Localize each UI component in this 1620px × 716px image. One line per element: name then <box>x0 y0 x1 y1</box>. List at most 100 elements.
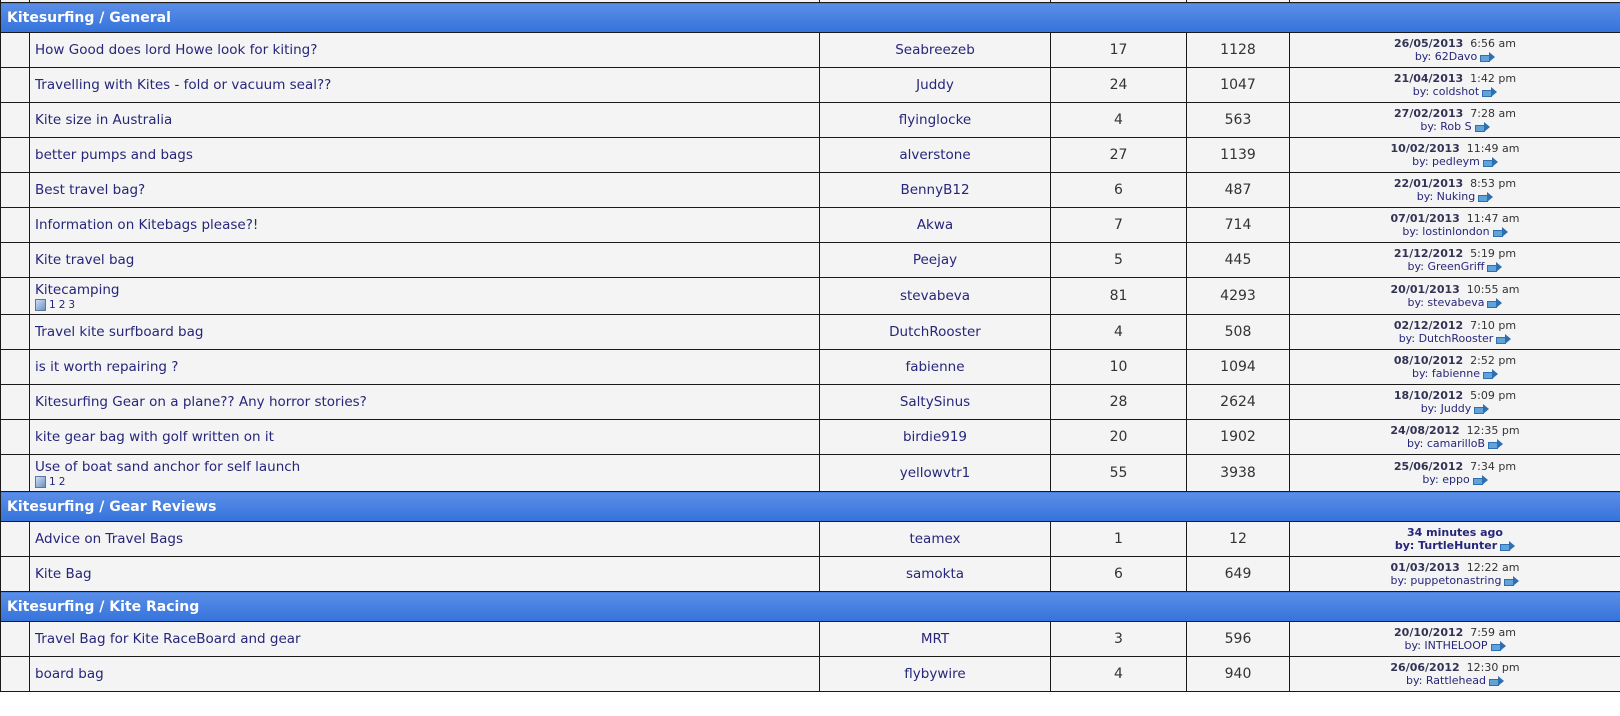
topic-link[interactable]: Use of boat sand anchor for self launch <box>35 458 301 475</box>
last-post-author[interactable]: by: puppetonastring <box>1390 574 1502 587</box>
go-to-last-post-icon[interactable] <box>1482 156 1498 167</box>
topic-link[interactable]: Travelling with Kites - fold or vacuum s… <box>35 77 332 93</box>
last-post-author[interactable]: by: TurtleHunter <box>1394 539 1498 552</box>
topic-link[interactable]: better pumps and bags <box>35 147 193 163</box>
go-to-last-post-icon[interactable] <box>1488 675 1504 686</box>
topic-icon-cell <box>0 102 30 138</box>
topic-icon-cell <box>0 454 30 492</box>
topic-views: 1094 <box>1186 349 1290 385</box>
topic-link[interactable]: Kite Bag <box>35 566 92 582</box>
last-post-date: 01/03/2013 <box>1390 561 1460 574</box>
topic-views: 1902 <box>1186 419 1290 455</box>
go-to-last-post-icon[interactable] <box>1496 333 1512 344</box>
topic-replies: 3 <box>1050 621 1187 657</box>
last-post-time: 5:19 pm <box>1470 247 1517 260</box>
last-post-author[interactable]: by: camarilloB <box>1406 437 1486 450</box>
go-to-last-post-icon[interactable] <box>1500 540 1516 551</box>
topic-author[interactable]: BennyB12 <box>819 172 1051 208</box>
topic-author[interactable]: SaltySinus <box>819 384 1051 420</box>
last-post-author[interactable]: by: lostinlondon <box>1402 225 1490 238</box>
last-post-author[interactable]: by: stevabeva <box>1407 296 1485 309</box>
topic-icon-cell <box>0 521 30 557</box>
go-to-last-post-icon[interactable] <box>1474 403 1490 414</box>
page-link[interactable]: 2 <box>58 298 66 311</box>
page-link[interactable]: 1 <box>49 475 56 488</box>
topic-author[interactable]: Juddy <box>819 67 1051 103</box>
topic-link[interactable]: is it worth repairing ? <box>35 359 179 375</box>
last-post-author[interactable]: by: Rob S <box>1420 120 1472 133</box>
topic-icon-cell <box>0 67 30 103</box>
topic-link[interactable]: board bag <box>35 666 104 682</box>
topic-replies: 27 <box>1050 137 1187 173</box>
topic-author[interactable]: DutchRooster <box>819 314 1051 350</box>
go-to-last-post-icon[interactable] <box>1482 86 1498 97</box>
topic-author[interactable]: Seabreezeb <box>819 32 1051 68</box>
last-post-author[interactable]: by: DutchRooster <box>1398 332 1494 345</box>
topic-link[interactable]: Kite size in Australia <box>35 112 173 128</box>
last-post-author[interactable]: by: coldshot <box>1412 85 1480 98</box>
topic-link[interactable]: Kite travel bag <box>35 252 135 268</box>
topic-author[interactable]: samokta <box>819 556 1051 592</box>
topic-author[interactable]: fabienne <box>819 349 1051 385</box>
topic-link[interactable]: Best travel bag? <box>35 182 146 198</box>
last-post-author[interactable]: by: INTHELOOP <box>1404 639 1488 652</box>
go-to-last-post-icon[interactable] <box>1472 474 1488 485</box>
last-post-author[interactable]: by: 62Davo <box>1414 50 1478 63</box>
last-post-author[interactable]: by: pedleym <box>1412 155 1480 168</box>
topic-replies: 1 <box>1050 521 1187 557</box>
go-to-last-post-icon[interactable] <box>1490 640 1506 651</box>
topic-replies: 17 <box>1050 32 1187 68</box>
topic-link[interactable]: Advice on Travel Bags <box>35 531 183 547</box>
last-post-cell: 25/06/2012 7:34 pm by: eppo <box>1289 454 1620 492</box>
topic-link[interactable]: Kitecamping <box>35 281 120 298</box>
last-post-cell: 07/01/2013 11:47 am by: lostinlondon <box>1289 207 1620 243</box>
go-to-last-post-icon[interactable] <box>1478 191 1494 202</box>
topic-views: 487 <box>1186 172 1290 208</box>
last-post-time: 12:35 pm <box>1466 424 1520 437</box>
last-post-author[interactable]: by: Juddy <box>1420 402 1472 415</box>
go-to-last-post-icon[interactable] <box>1504 575 1520 586</box>
topic-author[interactable]: flybywire <box>819 656 1051 692</box>
category-title: Kitesurfing / Kite Racing <box>0 591 1620 622</box>
topic-link[interactable]: Information on Kitebags please?! <box>35 217 259 233</box>
topic-author[interactable]: flyinglocke <box>819 102 1051 138</box>
topic-link[interactable]: Travel kite surfboard bag <box>35 324 204 340</box>
topic-author[interactable]: MRT <box>819 621 1051 657</box>
last-post-author[interactable]: by: eppo <box>1422 473 1470 486</box>
topic-replies: 7 <box>1050 207 1187 243</box>
page-link[interactable]: 1 <box>49 298 56 311</box>
go-to-last-post-icon[interactable] <box>1483 368 1499 379</box>
last-post-cell: 26/05/2013 6:56 am by: 62Davo <box>1289 32 1620 68</box>
topic-author[interactable]: teamex <box>819 521 1051 557</box>
topic-replies: 81 <box>1050 277 1187 315</box>
go-to-last-post-icon[interactable] <box>1480 51 1496 62</box>
topic-subject-cell: Best travel bag? <box>29 172 820 208</box>
topic-row: Kite size in Australia flyinglocke 4 563… <box>0 102 1620 138</box>
topic-views: 714 <box>1186 207 1290 243</box>
topic-link[interactable]: How Good does lord Howe look for kiting? <box>35 42 318 58</box>
go-to-last-post-icon[interactable] <box>1487 261 1503 272</box>
last-post-cell: 02/12/2012 7:10 pm by: DutchRooster <box>1289 314 1620 350</box>
last-post-author[interactable]: by: GreenGriff <box>1407 260 1485 273</box>
topic-author[interactable]: alverstone <box>819 137 1051 173</box>
page-link[interactable]: 2 <box>58 475 66 488</box>
go-to-last-post-icon[interactable] <box>1487 297 1503 308</box>
last-post-author[interactable]: by: Rattlehead <box>1406 674 1486 687</box>
go-to-last-post-icon[interactable] <box>1474 121 1490 132</box>
last-post-time: 1:42 pm <box>1470 72 1517 85</box>
page-link[interactable]: 3 <box>68 298 76 311</box>
topic-author[interactable]: Peejay <box>819 242 1051 278</box>
topic-author[interactable]: stevabeva <box>819 277 1051 315</box>
last-post-author[interactable]: by: Nuking <box>1416 190 1476 203</box>
topic-replies: 4 <box>1050 656 1187 692</box>
topic-author[interactable]: yellowvtr1 <box>819 454 1051 492</box>
topic-link[interactable]: kite gear bag with golf written on it <box>35 429 274 445</box>
topic-link[interactable]: Kitesurfing Gear on a plane?? Any horror… <box>35 394 367 410</box>
topic-replies: 28 <box>1050 384 1187 420</box>
go-to-last-post-icon[interactable] <box>1492 226 1508 237</box>
topic-author[interactable]: Akwa <box>819 207 1051 243</box>
topic-author[interactable]: birdie919 <box>819 419 1051 455</box>
go-to-last-post-icon[interactable] <box>1488 438 1504 449</box>
last-post-author[interactable]: by: fabienne <box>1411 367 1481 380</box>
topic-link[interactable]: Travel Bag for Kite RaceBoard and gear <box>35 631 301 647</box>
